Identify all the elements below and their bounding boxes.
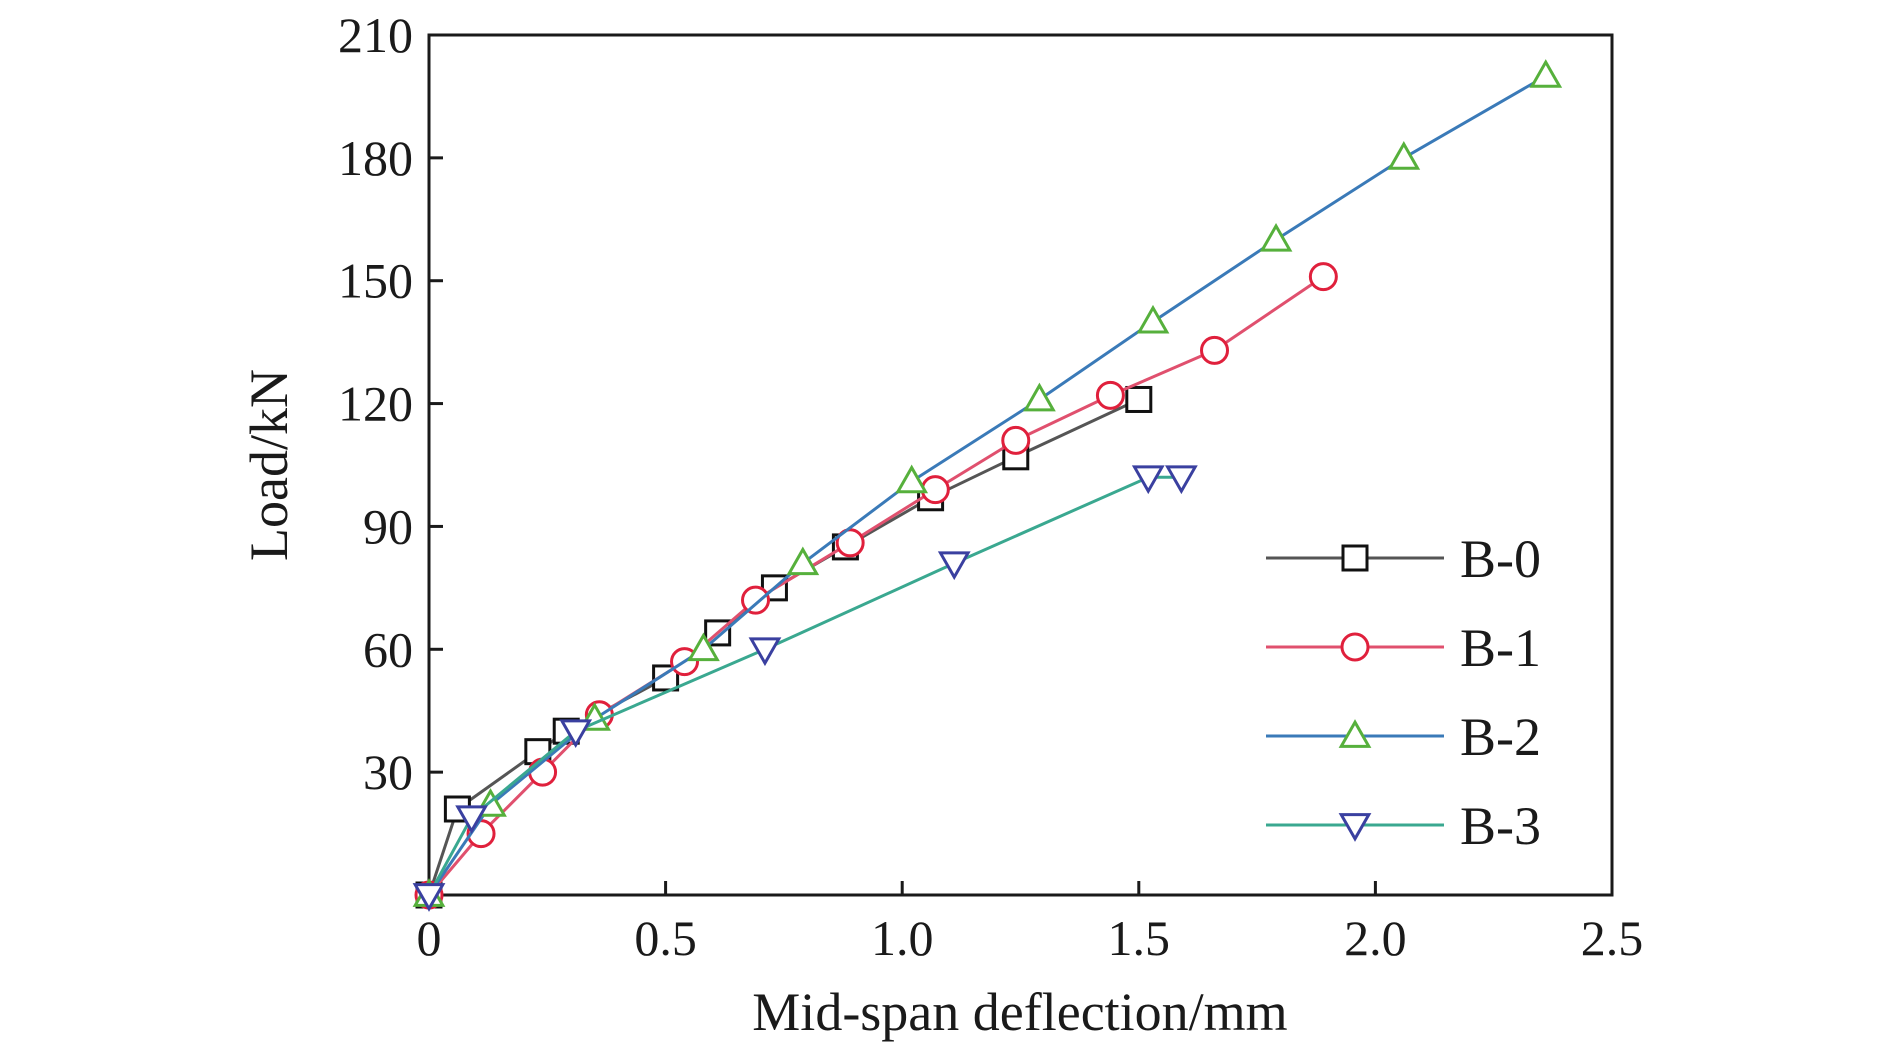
data-point	[1387, 141, 1421, 170]
data-point	[895, 464, 929, 494]
y-tick-label: 150	[338, 253, 413, 309]
y-tick-label: 180	[338, 130, 413, 186]
legend-item: B-3	[1266, 796, 1541, 856]
legend-marker	[1338, 813, 1372, 842]
data-point	[412, 883, 446, 912]
data-point	[1529, 59, 1563, 88]
series-B-3	[412, 465, 1198, 912]
series-line	[427, 275, 1325, 896]
legend-label: B-2	[1460, 707, 1541, 767]
series-B-2	[412, 59, 1563, 907]
data-point	[1308, 262, 1338, 292]
series-line	[427, 398, 1140, 896]
legend: B-0 B-1 B-2 B-3	[1266, 529, 1541, 856]
data-point	[741, 585, 771, 615]
legend-marker	[1341, 544, 1369, 572]
legend-marker	[1340, 632, 1370, 662]
legend-item: B-1	[1266, 618, 1541, 678]
x-axis-title: Mid-span deflection/mm	[752, 982, 1287, 1042]
y-tick-label: 60	[363, 621, 413, 677]
y-tick-label: 120	[338, 376, 413, 432]
legend-label: B-3	[1460, 796, 1541, 856]
data-point	[1200, 335, 1230, 365]
series-line	[427, 475, 1182, 896]
data-point	[455, 805, 488, 835]
data-point	[1001, 425, 1031, 455]
y-axis-ticks: 30 60 90 120 150 180 210	[338, 7, 443, 800]
data-point	[920, 475, 950, 505]
y-tick-label: 210	[338, 7, 413, 63]
data-point	[1023, 382, 1056, 412]
data-point	[1125, 385, 1153, 413]
series-layer	[412, 59, 1563, 912]
x-axis-ticks: 0 0.5 1.0 1.5 2.0 2.5	[417, 881, 1644, 966]
data-point	[937, 551, 971, 581]
data-point	[1259, 222, 1293, 252]
legend-label: B-1	[1460, 618, 1541, 678]
x-tick-label: 2.5	[1581, 910, 1644, 966]
data-point	[835, 528, 865, 558]
series-line	[427, 74, 1547, 896]
legend-item: B-2	[1266, 707, 1541, 767]
legend-marker	[1338, 719, 1372, 748]
data-point	[559, 719, 593, 749]
legend-label: B-0	[1460, 529, 1541, 589]
series-B-1	[414, 262, 1338, 910]
data-point	[687, 632, 720, 662]
data-point	[1165, 465, 1198, 495]
series-B-0	[415, 385, 1153, 909]
x-tick-label: 1.5	[1108, 910, 1171, 966]
x-tick-label: 0	[417, 910, 442, 966]
y-tick-label: 30	[363, 744, 413, 800]
x-tick-label: 2.0	[1344, 910, 1407, 966]
y-axis-title: Load/kN	[239, 369, 299, 561]
legend-item: B-0	[1266, 529, 1541, 589]
x-tick-label: 1.0	[871, 910, 934, 966]
y-tick-label: 90	[363, 498, 413, 554]
data-point	[786, 546, 820, 576]
data-point	[1136, 304, 1170, 334]
data-point	[748, 637, 782, 667]
x-tick-label: 0.5	[634, 910, 697, 966]
data-point	[1131, 465, 1165, 495]
plot-frame	[427, 33, 1614, 897]
data-point	[1095, 380, 1125, 410]
